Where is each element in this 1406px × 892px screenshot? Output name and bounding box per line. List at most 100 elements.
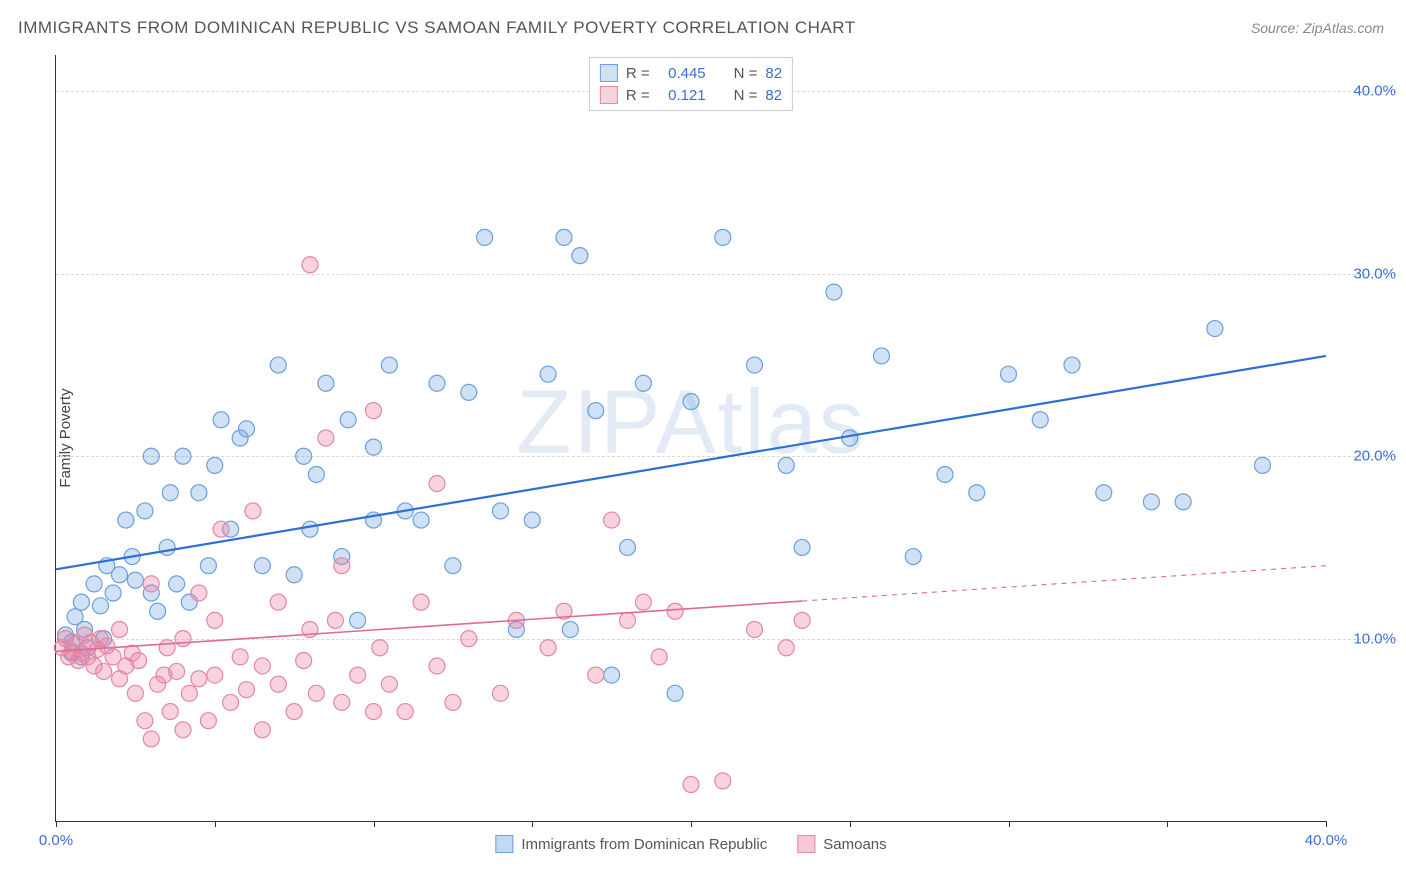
data-point	[366, 439, 382, 455]
data-point	[181, 685, 197, 701]
data-point	[429, 658, 445, 674]
data-point	[239, 682, 255, 698]
legend-row: R =0.121N =82	[600, 84, 782, 106]
data-point	[413, 594, 429, 610]
data-point	[327, 612, 343, 628]
x-tick-label: 0.0%	[39, 832, 73, 849]
chart-container: { "title": "IMMIGRANTS FROM DOMINICAN RE…	[0, 0, 1406, 892]
data-point	[308, 466, 324, 482]
data-point	[191, 585, 207, 601]
data-point	[1064, 357, 1080, 373]
data-point	[445, 558, 461, 574]
data-point	[213, 521, 229, 537]
data-point	[296, 448, 312, 464]
data-point	[296, 653, 312, 669]
x-tick	[215, 821, 216, 827]
data-point	[604, 667, 620, 683]
data-point	[429, 476, 445, 492]
data-point	[445, 694, 461, 710]
data-point	[270, 676, 286, 692]
data-point	[794, 612, 810, 628]
legend-n-value: 82	[765, 87, 782, 104]
data-point	[540, 640, 556, 656]
legend-n-prefix: N =	[734, 65, 758, 82]
data-point	[604, 512, 620, 528]
data-point	[150, 603, 166, 619]
data-point	[318, 430, 334, 446]
x-tick	[1167, 821, 1168, 827]
data-point	[175, 631, 191, 647]
data-point	[651, 649, 667, 665]
data-point	[562, 622, 578, 638]
data-point	[270, 357, 286, 373]
data-point	[461, 631, 477, 647]
chart-title: IMMIGRANTS FROM DOMINICAN REPUBLIC VS SA…	[18, 18, 856, 38]
data-point	[308, 685, 324, 701]
legend-swatch	[797, 835, 815, 853]
data-point	[200, 558, 216, 574]
x-tick	[532, 821, 533, 827]
data-point	[127, 572, 143, 588]
y-tick-label: 40.0%	[1336, 83, 1396, 100]
data-point	[874, 348, 890, 364]
data-point	[715, 229, 731, 245]
data-point	[270, 594, 286, 610]
data-point	[334, 558, 350, 574]
data-point	[493, 685, 509, 701]
data-point	[540, 366, 556, 382]
data-point	[112, 622, 128, 638]
data-point	[1207, 321, 1223, 337]
legend-r-prefix: R =	[626, 65, 650, 82]
legend-label: Immigrants from Dominican Republic	[521, 836, 767, 853]
series-legend: Immigrants from Dominican Republic Samoan…	[495, 835, 886, 853]
data-point	[620, 612, 636, 628]
x-tick	[691, 821, 692, 827]
data-point	[683, 777, 699, 793]
legend-n-value: 82	[765, 65, 782, 82]
data-point	[350, 667, 366, 683]
data-point	[175, 722, 191, 738]
data-point	[245, 503, 261, 519]
legend-row: R = 0.445 N = 82	[600, 62, 782, 84]
data-point	[127, 685, 143, 701]
data-point	[191, 485, 207, 501]
data-point	[372, 640, 388, 656]
legend-swatch	[600, 86, 618, 104]
data-point	[200, 713, 216, 729]
x-tick-label: 40.0%	[1305, 832, 1348, 849]
data-point	[667, 603, 683, 619]
data-point	[683, 394, 699, 410]
x-tick	[1009, 821, 1010, 827]
data-point	[131, 653, 147, 669]
data-point	[92, 598, 108, 614]
legend-swatch	[600, 64, 618, 82]
data-point	[232, 649, 248, 665]
data-point	[286, 704, 302, 720]
data-point	[1001, 366, 1017, 382]
data-point	[747, 622, 763, 638]
data-point	[778, 640, 794, 656]
legend-r-value: 0.121	[658, 87, 706, 104]
data-point	[826, 284, 842, 300]
x-tick	[56, 821, 57, 827]
trend-line	[56, 601, 802, 651]
legend-swatch	[495, 835, 513, 853]
data-point	[905, 549, 921, 565]
source-attribution: Source: ZipAtlas.com	[1251, 20, 1384, 36]
legend-item: Samoans	[797, 835, 886, 853]
data-point	[175, 448, 191, 464]
data-point	[286, 567, 302, 583]
data-point	[191, 671, 207, 687]
data-point	[169, 663, 185, 679]
data-point	[1096, 485, 1112, 501]
data-point	[747, 357, 763, 373]
legend-r-value: 0.445	[658, 65, 706, 82]
data-point	[137, 503, 153, 519]
data-point	[366, 704, 382, 720]
legend-item: Immigrants from Dominican Republic	[495, 835, 767, 853]
y-tick-label: 20.0%	[1336, 448, 1396, 465]
data-point	[588, 667, 604, 683]
data-point	[413, 512, 429, 528]
chart-svg	[56, 55, 1326, 821]
data-point	[159, 640, 175, 656]
